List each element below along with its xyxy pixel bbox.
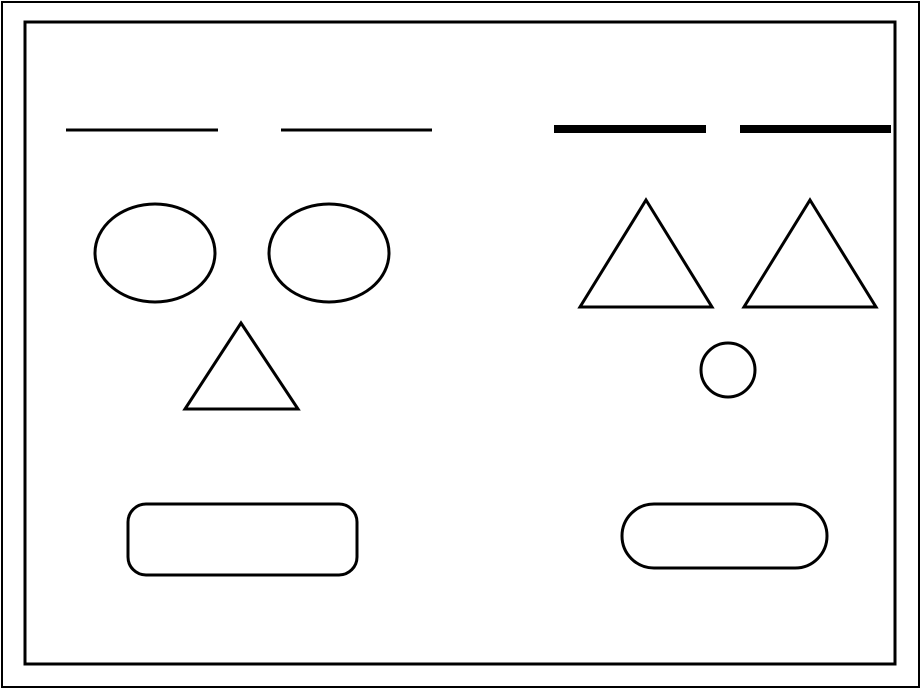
shape-faces-diagram [0,0,921,689]
background [0,0,921,689]
